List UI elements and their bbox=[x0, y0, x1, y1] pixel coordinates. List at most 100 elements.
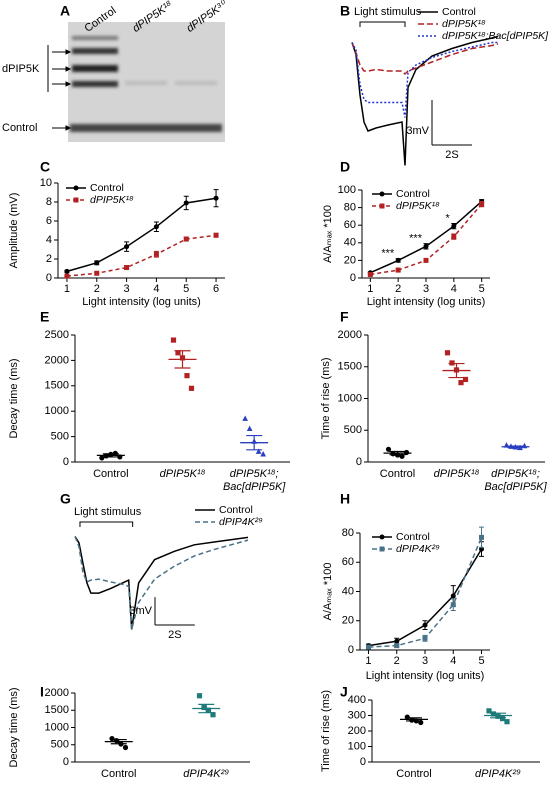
marker bbox=[449, 360, 455, 366]
y-tick-label: 300 bbox=[348, 709, 366, 721]
marker bbox=[444, 350, 451, 356]
legend-marker bbox=[73, 197, 79, 203]
marker bbox=[504, 719, 510, 725]
row-label: Control bbox=[2, 122, 37, 134]
panel-letter: J bbox=[340, 684, 348, 700]
sem-bar bbox=[174, 350, 191, 369]
y-tick-label: 1500 bbox=[45, 704, 69, 716]
x-tick-label: Control bbox=[93, 468, 129, 480]
trace bbox=[351, 35, 499, 166]
marker bbox=[260, 451, 267, 457]
y-tick-label: 500 bbox=[51, 739, 69, 751]
marker bbox=[124, 265, 130, 271]
y-tick-label: 2500 bbox=[45, 329, 69, 341]
legend-marker bbox=[379, 546, 385, 552]
x-axis-title: Light intensity (log units) bbox=[82, 296, 201, 308]
y-tick-label: 2000 bbox=[338, 329, 362, 341]
y-tick-label: 500 bbox=[344, 424, 362, 436]
y-tick-label: 6 bbox=[46, 215, 52, 227]
marker bbox=[367, 271, 373, 277]
panel-letter: B bbox=[340, 3, 350, 19]
marker bbox=[124, 244, 130, 250]
x-tick-label: 5 bbox=[478, 655, 484, 667]
marker bbox=[255, 448, 262, 454]
panel-letter: H bbox=[340, 491, 350, 507]
marker bbox=[94, 260, 100, 266]
marker bbox=[213, 195, 219, 201]
stimulus-label: Light stimulus bbox=[74, 506, 142, 518]
x-tick-label: 1 bbox=[365, 655, 371, 667]
y-tick-label: 20 bbox=[344, 254, 356, 266]
y-tick-label: 0 bbox=[46, 272, 52, 284]
x-tick-label: 4 bbox=[450, 655, 456, 667]
x-tick-label: 2 bbox=[94, 283, 100, 295]
scalebar-x-label: 2S bbox=[168, 629, 181, 641]
y-tick-label: 100 bbox=[348, 740, 366, 752]
blot-image bbox=[68, 22, 225, 142]
y-axis-title: Amplitude (mV) bbox=[8, 193, 20, 269]
panel-letter: D bbox=[340, 159, 350, 175]
y-tick-label: 0 bbox=[348, 644, 354, 656]
trace bbox=[351, 41, 498, 118]
sem-bar bbox=[110, 738, 127, 745]
marker bbox=[395, 257, 401, 263]
x-tick-label: dPIP4K²⁹ bbox=[475, 768, 521, 780]
y-tick-label: 40 bbox=[344, 237, 356, 249]
panel-letter: I bbox=[40, 684, 44, 700]
stimulus-label: Light stimulus bbox=[354, 6, 422, 18]
marker bbox=[122, 744, 129, 751]
x-tick-label: 3 bbox=[422, 655, 428, 667]
sem-bar bbox=[406, 717, 422, 722]
x-tick-label: Control bbox=[101, 768, 137, 780]
y-tick-label: 1500 bbox=[45, 380, 69, 392]
series-line bbox=[370, 203, 483, 276]
x-tick-label: 5 bbox=[183, 283, 189, 295]
x-tick-label: 4 bbox=[451, 283, 457, 295]
y-tick-label: 0 bbox=[63, 456, 69, 468]
trace bbox=[74, 536, 249, 630]
marker bbox=[462, 376, 469, 383]
scalebar-x-label: 2S bbox=[445, 149, 458, 161]
annotation: *** bbox=[381, 248, 395, 260]
marker bbox=[183, 236, 189, 242]
legend-label: dPIP5K¹⁸;Bac[dPIP5K] bbox=[442, 30, 549, 42]
y-tick-label: 2000 bbox=[45, 354, 69, 366]
y-tick-label: 0 bbox=[63, 756, 69, 768]
marker bbox=[394, 643, 400, 649]
y-tick-label: 400 bbox=[348, 694, 366, 706]
y-tick-label: 1000 bbox=[45, 721, 69, 733]
marker bbox=[170, 337, 177, 343]
marker bbox=[479, 201, 485, 207]
marker bbox=[499, 716, 506, 722]
x-tick-label: 5 bbox=[479, 283, 485, 295]
legend-label: dPIP4K²⁹ bbox=[219, 516, 263, 528]
marker bbox=[451, 223, 457, 229]
marker bbox=[64, 268, 70, 274]
x-tick-label: dPIP4K²⁹ bbox=[183, 768, 230, 780]
marker bbox=[184, 373, 190, 379]
marker bbox=[365, 644, 371, 650]
legend-label: Control bbox=[396, 531, 430, 543]
legend-marker bbox=[379, 203, 385, 209]
row-label: dPIP5K bbox=[2, 63, 40, 75]
y-axis-title: Time of rise (ms) bbox=[320, 690, 332, 772]
legend-marker bbox=[379, 191, 385, 197]
legend-label: dPIP4K²⁹ bbox=[396, 543, 440, 555]
y-tick-label: 100 bbox=[338, 184, 356, 196]
x-tick-label: 6 bbox=[213, 283, 219, 295]
x-tick-label: Control bbox=[379, 468, 416, 480]
marker bbox=[109, 735, 115, 742]
y-axis-title: Decay time (ms) bbox=[8, 687, 20, 767]
annotation: *** bbox=[409, 233, 423, 245]
marker bbox=[213, 232, 219, 238]
legend-label: dPIP5K¹⁸ bbox=[396, 200, 440, 212]
marker bbox=[423, 257, 429, 263]
x-axis-title: Light intensity (log units) bbox=[367, 296, 486, 308]
x-tick-label: dPIP5K¹⁸; Bac[dPIP5K] bbox=[222, 468, 286, 493]
marker bbox=[64, 273, 70, 279]
marker bbox=[210, 712, 216, 718]
x-tick-label: 3 bbox=[124, 283, 130, 295]
marker bbox=[99, 455, 105, 461]
marker bbox=[423, 243, 429, 249]
